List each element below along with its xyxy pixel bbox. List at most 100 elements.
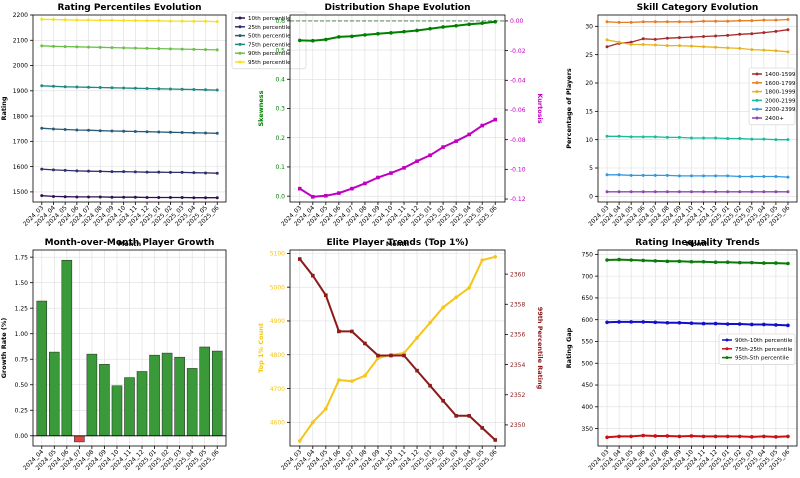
data-point [714, 190, 718, 194]
data-point [726, 174, 730, 178]
data-point [180, 195, 184, 199]
bar [211, 350, 223, 437]
data-point [701, 259, 706, 264]
data-point [192, 88, 196, 92]
series-line [299, 118, 496, 198]
data-point [324, 193, 328, 198]
data-point [629, 190, 633, 194]
legend-marker [725, 347, 729, 351]
data-point [297, 257, 302, 261]
y-tick-label: 1700 [13, 139, 28, 146]
data-point [376, 175, 380, 180]
data-point [714, 174, 718, 178]
data-point [215, 171, 219, 175]
plot-frame [32, 14, 227, 203]
data-point [215, 131, 219, 135]
legend-marker [755, 107, 759, 111]
plot-frame [597, 249, 798, 447]
bar [36, 300, 48, 437]
y-tick-label: 750 [582, 252, 594, 259]
data-point [786, 323, 790, 328]
y-tick-label: 20 [585, 80, 593, 87]
data-point [454, 139, 458, 143]
y-tick-label: 1.50 [15, 280, 29, 287]
series-line [606, 434, 789, 439]
data-point [786, 18, 790, 22]
series-line [606, 258, 789, 265]
data-point [653, 320, 658, 325]
data-point [677, 434, 682, 439]
data-point [714, 19, 718, 23]
data-point [702, 45, 706, 49]
data-point [702, 19, 706, 23]
legend-label: 1800-1999 [765, 90, 796, 96]
data-point [605, 435, 609, 440]
data-point [98, 45, 102, 49]
y-axis-label: Growth Rate (%) [0, 318, 8, 379]
data-point [665, 434, 670, 438]
data-point [702, 190, 706, 194]
data-point [428, 26, 432, 31]
data-point [311, 38, 315, 43]
data-point [192, 196, 196, 200]
legend-marker [755, 72, 759, 76]
data-point [75, 169, 79, 173]
data-point [689, 321, 694, 325]
data-point [493, 254, 498, 259]
legend-label: 25th percentile [248, 25, 291, 31]
panel-skills: Skill Category Evolution0510152025302024… [565, 3, 798, 248]
data-point [402, 29, 406, 34]
data-point [605, 45, 609, 49]
y-tick-label: 650 [582, 295, 594, 302]
data-point [110, 170, 114, 174]
data-point [617, 20, 621, 24]
y-tick-label: 2200 [13, 12, 28, 19]
data-point [738, 137, 742, 141]
data-point [653, 434, 658, 438]
data-point [750, 190, 754, 194]
data-point [641, 433, 646, 438]
data-point [467, 414, 471, 418]
series-line [41, 168, 218, 174]
series-line [606, 39, 789, 53]
data-point [665, 135, 669, 139]
data-point [63, 85, 67, 89]
data-point [786, 434, 790, 439]
bar [149, 354, 160, 437]
chart-title: Month-over-Month Player Growth [45, 238, 215, 248]
data-point [122, 195, 126, 199]
panel-growth: Month-over-Month Player Growth 0.00 0.25 0.… [0, 238, 227, 472]
data-point [725, 434, 730, 439]
legend-label: 1600-1799 [765, 81, 796, 87]
data-point [617, 134, 621, 138]
data-point [204, 196, 208, 200]
data-point [774, 18, 778, 22]
y-tick-label: 2100 [13, 37, 28, 44]
data-point [204, 171, 208, 175]
data-point [677, 44, 681, 48]
data-point [493, 19, 498, 24]
legend-marker [755, 116, 759, 120]
data-point [402, 166, 406, 170]
data-point [324, 407, 328, 411]
data-point [641, 20, 645, 24]
series-line [41, 45, 218, 51]
data-point [677, 135, 681, 139]
data-point [774, 29, 778, 33]
y-tick-label: 0.25 [15, 407, 29, 414]
data-point [653, 173, 657, 177]
plot-frame [32, 249, 227, 447]
y2-tick-label: -0.06 [510, 107, 526, 114]
y2-tick-label: 2354 [510, 362, 525, 369]
data-point [311, 273, 315, 278]
data-point [157, 170, 161, 174]
data-point [204, 88, 208, 92]
data-point [629, 42, 633, 46]
y-tick-label: 4900 [270, 318, 285, 325]
data-point [786, 175, 790, 179]
data-point [75, 45, 79, 49]
data-point [750, 48, 754, 52]
y-tick-label: 4700 [270, 386, 285, 393]
data-point [454, 295, 458, 300]
